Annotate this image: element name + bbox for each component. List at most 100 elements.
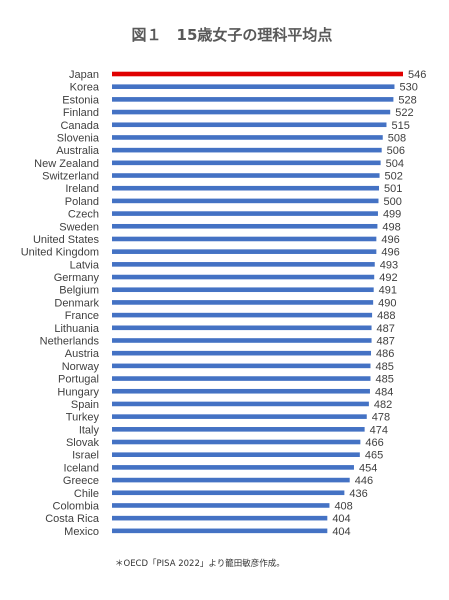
category-label: Colombia (53, 500, 100, 512)
bar (112, 135, 383, 140)
category-label: Estonia (62, 94, 100, 106)
bar (112, 300, 374, 305)
category-label: Germany (54, 272, 100, 284)
bar (112, 211, 378, 216)
source-note: ＊OECD「PISA 2022」より籠田敏彦作成。 (115, 558, 285, 569)
value-label: 466 (365, 437, 383, 449)
bar (112, 427, 365, 432)
category-label: Austria (65, 348, 100, 360)
category-label: Czech (68, 209, 99, 221)
value-label: 530 (399, 82, 417, 94)
bar (112, 401, 369, 407)
value-label: 408 (334, 500, 352, 512)
bar (112, 312, 373, 318)
value-label: 465 (365, 450, 383, 462)
category-label: Finland (63, 107, 99, 119)
value-label: 487 (377, 335, 395, 347)
value-label: 493 (380, 259, 398, 271)
value-label: 478 (372, 412, 390, 424)
category-label: Denmark (54, 297, 99, 309)
value-label: 492 (379, 272, 397, 284)
category-label: United States (33, 234, 100, 246)
category-label: Korea (70, 82, 100, 94)
bar (112, 223, 378, 229)
category-label: United Kingdom (21, 247, 99, 259)
bar (112, 325, 372, 331)
value-label: 446 (355, 475, 373, 487)
category-label: New Zealand (34, 158, 99, 170)
category-label: Mexico (64, 526, 99, 538)
value-label: 488 (377, 310, 395, 322)
category-label: Slovenia (57, 132, 100, 144)
bar (112, 363, 371, 369)
category-label: Poland (65, 196, 99, 208)
value-label: 508 (388, 132, 406, 144)
value-label: 499 (383, 209, 401, 221)
value-label: 502 (385, 171, 403, 183)
category-label: Latvia (70, 259, 100, 271)
category-label: Switzerland (42, 171, 99, 183)
bar (112, 147, 382, 153)
category-label: Costa Rica (45, 513, 100, 525)
value-label: 522 (395, 107, 413, 119)
bar (112, 452, 360, 457)
bar (112, 490, 345, 496)
chart-title: 図１ 15歳女子の理科平均点 (132, 26, 333, 44)
category-label: Chile (74, 488, 99, 500)
value-label: 404 (332, 513, 350, 525)
category-label: Australia (56, 145, 100, 157)
category-label: Canada (60, 120, 99, 132)
category-label: Norway (62, 361, 100, 373)
category-label: France (65, 310, 99, 322)
category-label: Japan (69, 69, 99, 81)
bar (112, 109, 391, 115)
value-label: 506 (387, 145, 405, 157)
category-label: Israel (72, 450, 99, 462)
bar (112, 503, 330, 508)
category-label: Belgium (59, 285, 99, 297)
value-label: 500 (383, 196, 401, 208)
value-label: 436 (349, 488, 367, 500)
bar (112, 528, 328, 534)
category-label: Turkey (66, 412, 100, 424)
value-label: 515 (391, 120, 409, 132)
bar (112, 515, 328, 521)
category-label: Greece (63, 475, 99, 487)
category-label: Lithuania (54, 323, 100, 335)
value-label: 454 (359, 462, 377, 474)
bar (112, 173, 380, 178)
bar (112, 376, 371, 381)
value-label: 485 (375, 374, 393, 386)
bar (112, 84, 395, 89)
value-label: 490 (378, 297, 396, 309)
value-label: 491 (379, 285, 397, 297)
value-label: 496 (381, 247, 399, 259)
category-label: Iceland (64, 462, 99, 474)
bar (112, 439, 361, 445)
value-label: 486 (376, 348, 394, 360)
category-label: Italy (79, 424, 100, 436)
value-label: 504 (386, 158, 404, 170)
bar (112, 388, 370, 394)
value-label: 496 (381, 234, 399, 246)
value-label: 487 (377, 323, 395, 335)
value-label: 404 (332, 526, 350, 538)
bar-series: Japan 546 Korea 530 Estonia 528 Finland 522 Cana… (21, 69, 427, 538)
bar (112, 465, 354, 470)
bar (112, 249, 377, 254)
bar (112, 350, 372, 356)
value-label: 546 (408, 69, 426, 81)
value-label: 528 (398, 94, 416, 106)
value-label: 485 (375, 361, 393, 373)
category-label: Slovak (66, 437, 100, 449)
bar (112, 122, 387, 128)
category-label: Hungary (57, 386, 99, 398)
category-label: Netherlands (40, 335, 100, 347)
value-label: 498 (382, 221, 400, 233)
bar (112, 477, 350, 483)
category-label: Spain (71, 399, 99, 411)
bar (112, 160, 381, 166)
category-label: Ireland (65, 183, 99, 195)
bar (112, 185, 380, 191)
